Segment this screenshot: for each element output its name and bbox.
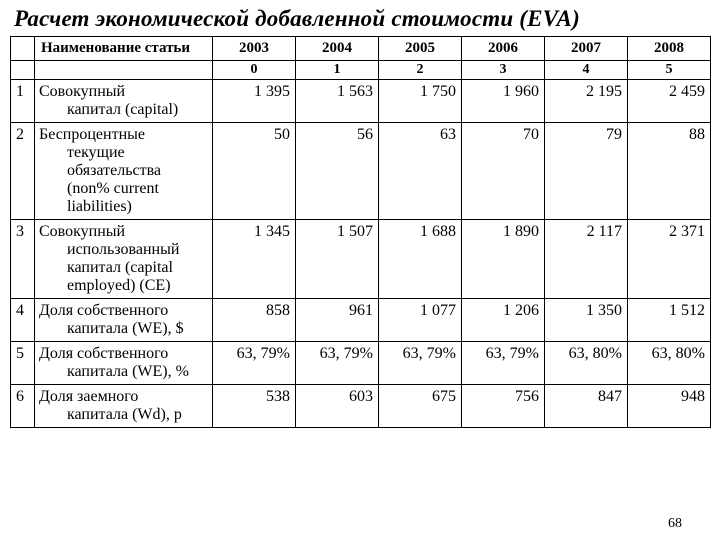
subidx-3: 3 xyxy=(462,61,545,80)
row-index: 2 xyxy=(11,123,35,220)
col-year-3: 2006 xyxy=(462,37,545,61)
col-year-4: 2007 xyxy=(545,37,628,61)
row-name: Доля заемногокапитала (Wd), р xyxy=(35,385,213,428)
cell-value: 1 960 xyxy=(462,80,545,123)
cell-value: 847 xyxy=(545,385,628,428)
row-index: 1 xyxy=(11,80,35,123)
row-index: 6 xyxy=(11,385,35,428)
cell-value: 1 750 xyxy=(379,80,462,123)
cell-value: 63, 79% xyxy=(296,342,379,385)
cell-value: 1 350 xyxy=(545,299,628,342)
col-year-1: 2004 xyxy=(296,37,379,61)
cell-value: 1 890 xyxy=(462,220,545,299)
cell-value: 2 371 xyxy=(628,220,711,299)
cell-value: 1 688 xyxy=(379,220,462,299)
cell-value: 1 512 xyxy=(628,299,711,342)
subidx-blank1 xyxy=(11,61,35,80)
cell-value: 63, 80% xyxy=(628,342,711,385)
row-name: Совокупныйиспользованный капитал (capita… xyxy=(35,220,213,299)
subidx-5: 5 xyxy=(628,61,711,80)
row-name: Беспроцентныетекущие обязательства (non%… xyxy=(35,123,213,220)
subidx-0: 0 xyxy=(213,61,296,80)
cell-value: 56 xyxy=(296,123,379,220)
cell-value: 63, 79% xyxy=(213,342,296,385)
subidx-1: 1 xyxy=(296,61,379,80)
cell-value: 961 xyxy=(296,299,379,342)
cell-value: 63 xyxy=(379,123,462,220)
row-index: 5 xyxy=(11,342,35,385)
row-index: 3 xyxy=(11,220,35,299)
table-row: 5Доля собственногокапитала (WЕ), %63, 79… xyxy=(11,342,711,385)
col-year-2: 2005 xyxy=(379,37,462,61)
cell-value: 63, 79% xyxy=(379,342,462,385)
header-row-subindex: 0 1 2 3 4 5 xyxy=(11,61,711,80)
cell-value: 50 xyxy=(213,123,296,220)
col-name-header: Наименование статьи xyxy=(35,37,213,61)
table-row: 6Доля заемногокапитала (Wd), р5386036757… xyxy=(11,385,711,428)
eva-table: Наименование статьи 2003 2004 2005 2006 … xyxy=(10,36,711,428)
cell-value: 675 xyxy=(379,385,462,428)
subidx-4: 4 xyxy=(545,61,628,80)
cell-value: 2 117 xyxy=(545,220,628,299)
table-row: 3Совокупныйиспользованный капитал (capit… xyxy=(11,220,711,299)
cell-value: 2 195 xyxy=(545,80,628,123)
cell-value: 538 xyxy=(213,385,296,428)
page-number: 68 xyxy=(668,516,682,532)
page-title: Расчет экономической добавленной стоимос… xyxy=(14,6,710,32)
cell-value: 2 459 xyxy=(628,80,711,123)
cell-value: 79 xyxy=(545,123,628,220)
col-idx-header xyxy=(11,37,35,61)
row-index: 4 xyxy=(11,299,35,342)
table-row: 1Совокупныйкапитал (capital)1 3951 5631 … xyxy=(11,80,711,123)
cell-value: 63, 79% xyxy=(462,342,545,385)
row-name: Доля собственногокапитала (WЕ), % xyxy=(35,342,213,385)
subidx-2: 2 xyxy=(379,61,462,80)
cell-value: 603 xyxy=(296,385,379,428)
header-row-years: Наименование статьи 2003 2004 2005 2006 … xyxy=(11,37,711,61)
row-name: Совокупныйкапитал (capital) xyxy=(35,80,213,123)
col-year-0: 2003 xyxy=(213,37,296,61)
cell-value: 858 xyxy=(213,299,296,342)
cell-value: 948 xyxy=(628,385,711,428)
cell-value: 1 345 xyxy=(213,220,296,299)
cell-value: 63, 80% xyxy=(545,342,628,385)
cell-value: 1 563 xyxy=(296,80,379,123)
row-name: Доля собственногокапитала (WЕ), $ xyxy=(35,299,213,342)
cell-value: 1 395 xyxy=(213,80,296,123)
cell-value: 756 xyxy=(462,385,545,428)
cell-value: 88 xyxy=(628,123,711,220)
cell-value: 1 206 xyxy=(462,299,545,342)
col-year-5: 2008 xyxy=(628,37,711,61)
table-row: 2Беспроцентныетекущие обязательства (non… xyxy=(11,123,711,220)
subidx-blank2 xyxy=(35,61,213,80)
cell-value: 1 077 xyxy=(379,299,462,342)
cell-value: 70 xyxy=(462,123,545,220)
table-row: 4Доля собственногокапитала (WЕ), $858961… xyxy=(11,299,711,342)
cell-value: 1 507 xyxy=(296,220,379,299)
